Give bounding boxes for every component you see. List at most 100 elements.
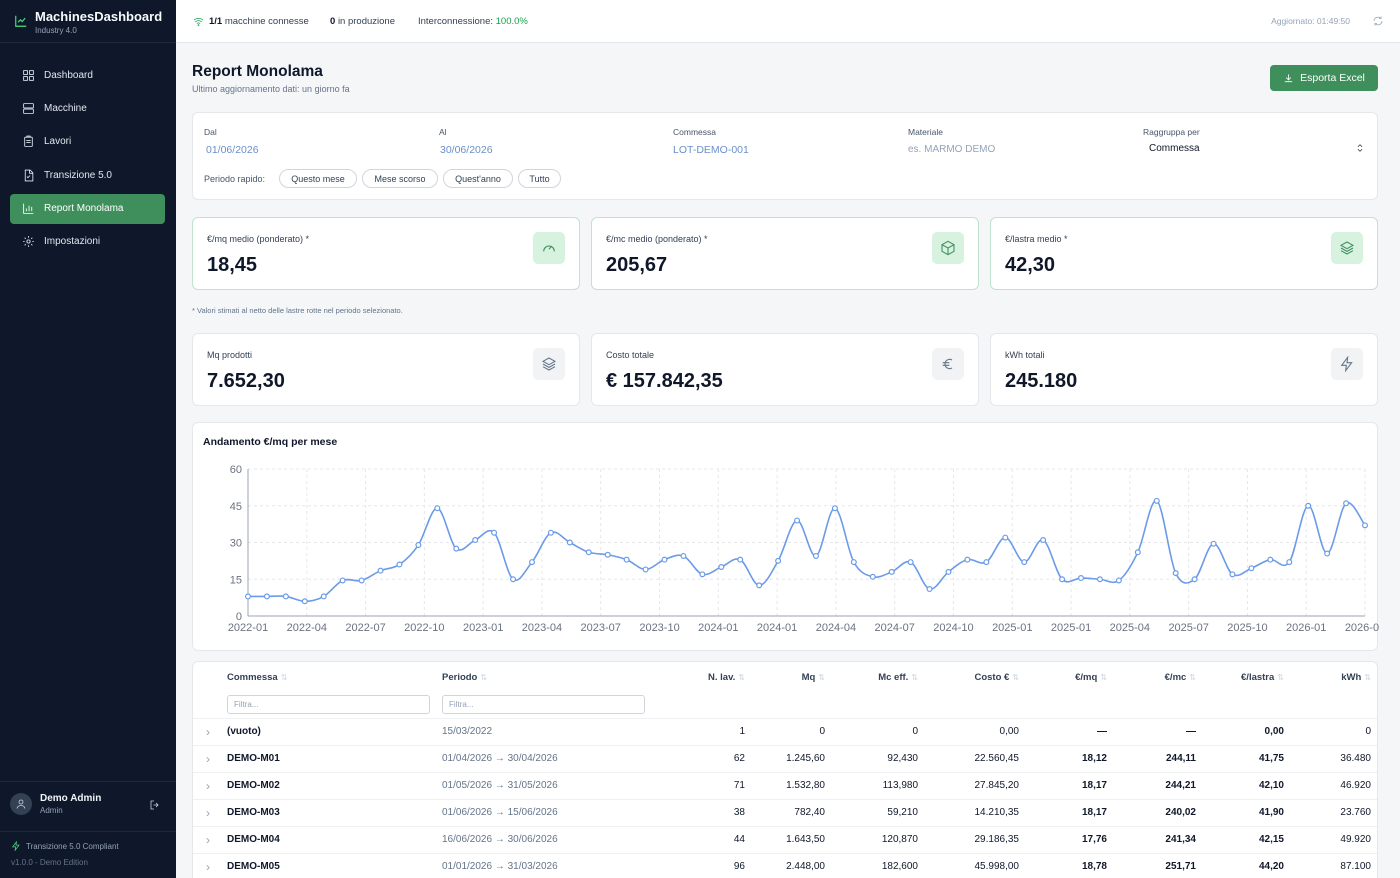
data-point <box>1021 559 1028 566</box>
material-input[interactable]: es. MARMO DEMO <box>908 144 996 155</box>
sidebar-item-macchine[interactable]: Macchine <box>10 93 165 123</box>
chevron-updown-icon[interactable] <box>1355 142 1365 154</box>
table-row[interactable]: › DEMO-M01 01/04/2026 → 30/04/2026 62 1.245,… <box>193 744 1377 772</box>
kpi-label: Costo totale <box>606 350 655 360</box>
table-cell: 1.532,80 <box>753 771 833 799</box>
column-header[interactable]: Periodo ⇅ <box>442 671 488 683</box>
table-row[interactable]: › DEMO-M03 01/06/2026 → 15/06/2026 38 782,40… <box>193 798 1377 826</box>
sidebar-item-report-monolama[interactable]: Report Monolama <box>10 193 165 224</box>
table-body: › (vuoto) 15/03/2022 1 0 0 0,00— —0,00 0 › DEMO-M0… <box>193 717 1377 878</box>
table-cell: DEMO-M01 <box>223 744 438 772</box>
table-row[interactable]: › DEMO-M04 16/06/2026 → 30/06/2026 44 1.643,… <box>193 825 1377 853</box>
table-cell: 01/06/2026 → 15/06/2026 <box>438 798 653 826</box>
column-header[interactable]: €/mc ⇅ <box>1164 671 1196 683</box>
sidebar-item-dashboard[interactable]: Dashboard <box>10 60 165 90</box>
logout-icon[interactable] <box>149 799 161 811</box>
data-point <box>263 593 270 600</box>
sidebar-item-lavori[interactable]: Lavori <box>10 127 165 157</box>
bolt-icon <box>11 841 20 851</box>
expand-chevron-icon[interactable]: › <box>193 798 223 826</box>
column-header[interactable]: €/lastra ⇅ <box>1241 671 1284 683</box>
column-header[interactable]: Commessa ⇅ <box>227 671 288 683</box>
series-line <box>248 500 1366 603</box>
quick-last-month[interactable]: Mese scorso <box>362 169 438 188</box>
table-cell: 782,40 <box>753 798 833 826</box>
production-label: in produzione <box>337 16 395 27</box>
column-header[interactable]: Mq ⇅ <box>801 671 825 683</box>
bar-chart-icon <box>23 203 34 214</box>
column-header[interactable]: N. lav. ⇅ <box>708 671 745 683</box>
kpi-label: €/lastra medio * <box>1005 234 1068 244</box>
filter-periodo-input[interactable]: Filtra... <box>442 695 645 715</box>
sort-icon: ⇅ <box>480 672 488 682</box>
clipboard-icon <box>24 135 33 148</box>
table-cell: 0,00 <box>926 717 1027 745</box>
production-status: 0 in produzione <box>330 16 395 27</box>
kpi-card-cost: Costo totale € 157.842,35 <box>591 333 979 406</box>
data-point <box>377 567 384 574</box>
x-tick-label: 2023-01 <box>463 622 503 634</box>
chart-title: Andamento €/mq per mese <box>203 436 338 448</box>
data-point <box>1134 549 1141 556</box>
column-header[interactable]: Mc eff. ⇅ <box>878 671 918 683</box>
column-header[interactable]: kWh ⇅ <box>1341 671 1371 683</box>
data-point <box>282 593 289 600</box>
expand-chevron-icon[interactable]: › <box>193 825 223 853</box>
table-cell: 182,600 <box>833 852 926 878</box>
sidebar-item-label: Lavori <box>44 136 72 148</box>
table-cell: 113,980 <box>833 771 926 799</box>
data-point <box>1343 500 1350 507</box>
data-point <box>604 551 611 558</box>
brand[interactable]: MachinesDashboard Industry 4.0 <box>14 9 162 35</box>
quick-all[interactable]: Tutto <box>518 169 561 188</box>
expand-chevron-icon[interactable]: › <box>193 852 223 878</box>
table-cell: 71 <box>653 771 753 799</box>
table-header-row: Commessa ⇅ Periodo ⇅ N. lav. ⇅ Mq ⇅ Mc eff. ⇅… <box>193 662 1377 692</box>
download-icon <box>1284 73 1293 82</box>
sidebar-item-impostazioni[interactable]: Impostazioni <box>10 227 165 257</box>
refresh-icon[interactable] <box>1372 15 1384 27</box>
from-date-input[interactable]: 01/06/2026 <box>206 144 259 156</box>
quick-period-label: Periodo rapido: <box>204 174 266 184</box>
table-cell: 27.845,20 <box>926 771 1027 799</box>
column-header[interactable]: Costo € ⇅ <box>974 671 1019 683</box>
data-point <box>491 529 498 536</box>
kpi-value: 18,45 <box>207 254 258 276</box>
table-cell: — <box>1115 717 1204 745</box>
interconnection-label: Interconnessione: <box>418 16 493 27</box>
table-row[interactable]: › (vuoto) 15/03/2022 1 0 0 0,00— —0,00 0 <box>193 717 1377 745</box>
expand-chevron-icon[interactable]: › <box>193 744 223 772</box>
table-cell: (vuoto) <box>223 717 438 745</box>
table-cell: 44 <box>653 825 753 853</box>
sidebar-item-label: Impostazioni <box>44 236 101 248</box>
table-row[interactable]: › DEMO-M02 01/05/2026 → 31/05/2026 71 1.532,… <box>193 771 1377 799</box>
quick-this-year[interactable]: Quest'anno <box>443 169 513 188</box>
table-cell: DEMO-M04 <box>223 825 438 853</box>
x-tick-label: 2024-01 <box>757 622 797 634</box>
order-input[interactable]: LOT-DEMO-001 <box>673 144 749 156</box>
sidebar-item-transizione[interactable]: Transizione 5.0 <box>10 160 165 190</box>
x-tick-label: 2025-04 <box>1110 622 1150 634</box>
expand-chevron-icon[interactable]: › <box>193 771 223 799</box>
data-point <box>661 556 668 563</box>
export-label: Esporta Excel <box>1300 72 1365 84</box>
column-header[interactable]: €/mq ⇅ <box>1075 671 1107 683</box>
data-point <box>1096 576 1103 583</box>
user-name: Demo Admin <box>40 793 102 804</box>
x-tick-label: 2026-01 <box>1286 622 1326 634</box>
quick-this-month[interactable]: Questo mese <box>279 169 357 188</box>
euro-icon <box>932 348 964 380</box>
filter-commessa-input[interactable]: Filtra... <box>227 695 430 715</box>
user-panel: Demo Admin Admin <box>10 793 165 815</box>
group-select[interactable]: Commessa <box>1149 143 1200 154</box>
server-icon <box>23 103 34 114</box>
export-excel-button[interactable]: Esporta Excel <box>1270 65 1378 91</box>
to-date-input[interactable]: 30/06/2026 <box>440 144 493 156</box>
data-point <box>869 573 876 580</box>
table-cell: 15/03/2022 <box>438 717 653 745</box>
document-icon <box>24 169 34 182</box>
table-cell: 01/04/2026 → 30/04/2026 <box>438 744 653 772</box>
data-point <box>339 577 346 584</box>
expand-chevron-icon[interactable]: › <box>193 717 223 745</box>
table-row[interactable]: › DEMO-M05 01/01/2026 → 31/03/2026 96 2.448,… <box>193 852 1377 878</box>
